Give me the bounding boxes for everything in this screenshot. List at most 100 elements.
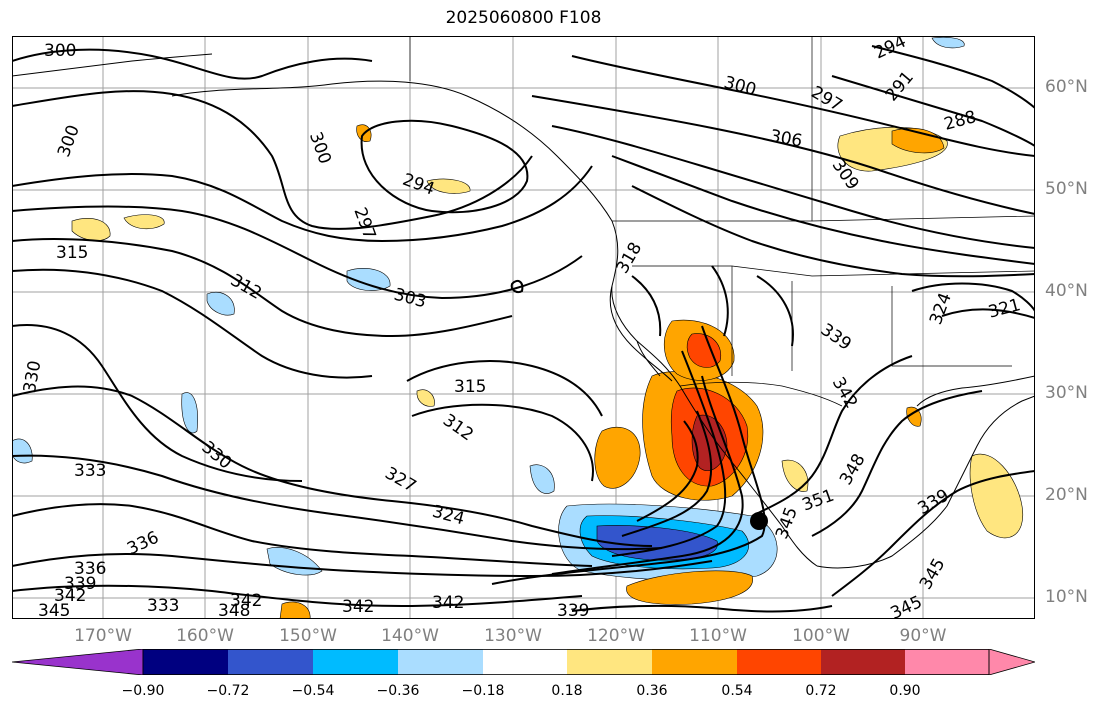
contour-label: 315 (454, 377, 486, 397)
lon-label-140w: 140°W (381, 626, 439, 646)
colorbar-tick-label: 0.36 (636, 683, 668, 699)
contour-line (360, 119, 529, 214)
colorbar-extend-high (988, 649, 1035, 675)
colorbar-tick-label: 0.72 (805, 683, 837, 699)
lat-label-10n: 10°N (1045, 587, 1088, 607)
lat-label-30n: 30°N (1045, 383, 1088, 403)
contour-line (531, 95, 1035, 215)
contour-line (636, 420, 699, 522)
contour-label: 342 (342, 597, 374, 617)
contour-label: 300 (44, 41, 76, 61)
negative-anomaly-small-2 (206, 292, 235, 316)
positive-anomaly-baja-core (686, 333, 722, 368)
colorbar-extend-low (12, 649, 144, 675)
negative-anomaly-small-5 (181, 392, 198, 434)
contour-label: 339 (557, 601, 589, 619)
contour-line (751, 355, 913, 517)
contour-line (631, 275, 662, 337)
positive-anomaly-small-3 (426, 178, 471, 194)
contour-line (12, 165, 593, 243)
contour-line (12, 553, 713, 578)
lat-label-50n: 50°N (1045, 179, 1088, 199)
colorbar-tick-label: −0.36 (376, 683, 420, 699)
contour-label: 348 (218, 601, 250, 619)
contour-line (12, 385, 653, 547)
colorbar-tick-label: −0.18 (461, 683, 505, 699)
contour-line (941, 308, 1035, 319)
negative-anomaly-small-6 (529, 464, 555, 494)
contour-line (12, 48, 373, 80)
colorbar-bin (737, 649, 821, 675)
graticule (12, 36, 1035, 619)
contour-label: 333 (147, 596, 179, 616)
contour-label: 342 (432, 593, 464, 613)
map-title: 2025060800 F108 (445, 8, 602, 28)
contour-line (12, 503, 593, 567)
colorbar-bin (313, 649, 398, 675)
lon-label-120w: 120°W (587, 626, 645, 646)
contour-line (411, 403, 594, 482)
contour-line (631, 185, 1035, 278)
colorbar-bin (483, 649, 567, 675)
positive-anomaly-south (626, 570, 753, 605)
contour-line (12, 454, 663, 551)
lat-label-40n: 40°N (1045, 281, 1088, 301)
positive-anomaly-small-2 (123, 214, 165, 230)
map-frame (12, 36, 1035, 619)
contour-line (571, 604, 833, 613)
contour-label: 339 (64, 574, 96, 594)
contour-label: 336 (74, 559, 106, 579)
colorbar-bin (652, 649, 737, 675)
colorbar (12, 649, 1035, 675)
lon-label-90w: 90°W (899, 626, 947, 646)
contour-line (12, 238, 513, 338)
colorbar-bin (567, 649, 652, 675)
colorbar-bin (228, 649, 313, 675)
lat-label-20n: 20°N (1045, 485, 1088, 505)
colorbar-bin (905, 649, 989, 675)
positive-anomaly-small-7 (416, 389, 435, 407)
contour-line (831, 470, 1035, 597)
contour-line (756, 275, 794, 347)
contour-label: 333 (74, 461, 106, 481)
contour-label: 345 (38, 601, 70, 619)
contour-line (510, 279, 524, 294)
contour-line (12, 584, 583, 608)
contour-line (611, 155, 1035, 265)
colorbar-tick-label: 0.18 (551, 683, 583, 699)
contour-line (571, 55, 1035, 157)
marker-dot (750, 512, 768, 530)
contour-line (406, 360, 603, 417)
contour-line (551, 375, 744, 575)
contour-label: 315 (56, 243, 88, 263)
contour-line (12, 205, 583, 300)
positive-anomaly-small-1 (71, 217, 111, 241)
positive-anomaly-small-6 (781, 459, 809, 492)
colorbar-frame (142, 649, 990, 675)
contour-line (811, 390, 983, 537)
colorbar-tick-label: −0.72 (206, 683, 250, 699)
lon-label-160w: 160°W (176, 626, 234, 646)
contour-line (611, 350, 727, 557)
contour-line (911, 282, 1035, 312)
lon-label-110w: 110°W (689, 626, 747, 646)
lon-label-170w: 170°W (74, 626, 132, 646)
colorbar-tick-label: 0.90 (889, 683, 921, 699)
contour-line (551, 125, 1035, 249)
contours (12, 45, 1035, 613)
colorbar-bin (143, 649, 228, 675)
lat-label-60n: 60°N (1045, 77, 1088, 97)
positive-anomaly-small-5 (279, 601, 311, 619)
negative-anomaly-small-1 (346, 267, 391, 291)
positive-anomaly-west (594, 426, 641, 489)
contour-line (12, 324, 303, 482)
contour-label: 342 (54, 586, 86, 606)
contour-line (831, 75, 1035, 147)
colorbar-tick-label: 0.54 (721, 683, 753, 699)
contour-line (491, 325, 766, 585)
lon-label-130w: 130°W (484, 626, 542, 646)
colorbar-tick-label: −0.54 (291, 683, 335, 699)
lon-label-150w: 150°W (279, 626, 337, 646)
contour-line (12, 268, 373, 379)
contour-line (711, 265, 729, 337)
